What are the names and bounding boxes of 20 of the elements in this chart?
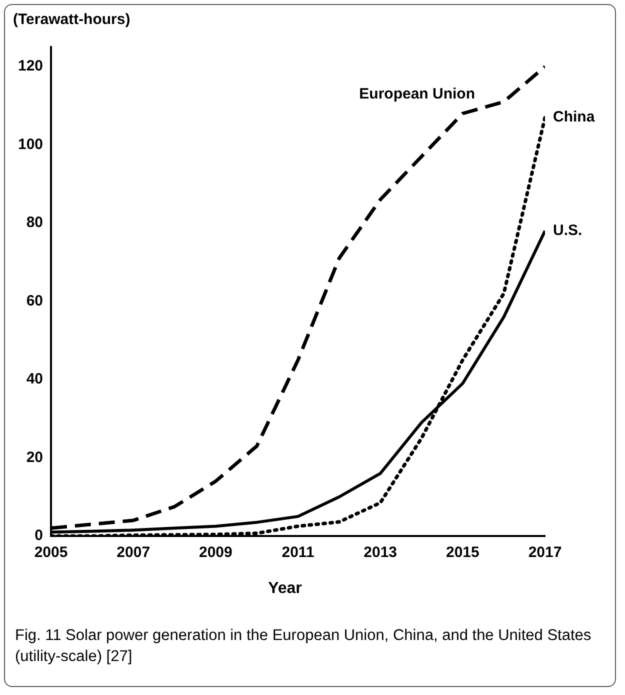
- y-tick-label: 80: [26, 214, 44, 232]
- y-tick-label: 20: [26, 448, 44, 466]
- caption: Fig. 11 Solar power generation in the European Union, China, and the United States (utility-scale) [27]: [15, 626, 592, 667]
- x-axis-title: Year: [267, 580, 303, 598]
- y-axis-title: (Terawatt-hours): [13, 11, 130, 28]
- x-tick-label: 2017: [528, 544, 562, 562]
- x-tick-label: 2011: [282, 544, 314, 562]
- y-tick-label: 100: [18, 136, 44, 153]
- x-tick-label: 2007: [116, 544, 150, 562]
- series-label: European Union: [359, 86, 475, 103]
- x-tick-label: 2009: [198, 544, 232, 562]
- x-tick-label: 2015: [446, 544, 480, 562]
- x-tick-label: 2005: [34, 544, 68, 562]
- y-tick-label: 60: [26, 292, 44, 310]
- y-tick-label: 40: [26, 370, 44, 388]
- series-label: U.S.: [553, 222, 582, 240]
- y-tick-label: 0: [34, 527, 44, 544]
- x-tick-label: 2013: [364, 544, 398, 562]
- y-tick-label: 120: [18, 58, 44, 75]
- series-label: China: [553, 108, 596, 126]
